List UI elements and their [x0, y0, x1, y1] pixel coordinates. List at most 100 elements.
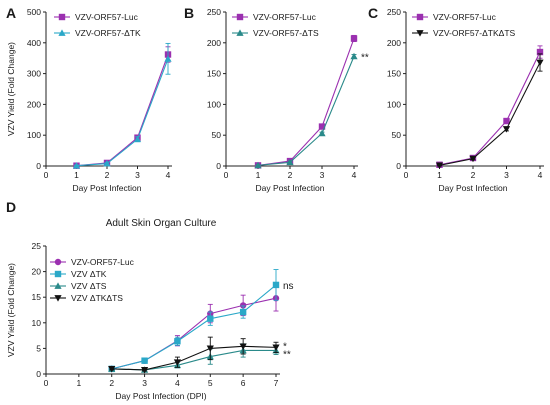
y-tick-label: 25 [32, 241, 42, 251]
legend-label: VZV-ORF57-Luc [253, 12, 317, 22]
y-tick-label: 400 [27, 38, 41, 48]
series-line [111, 349, 276, 371]
data-point [174, 338, 181, 345]
y-tick-label: 150 [387, 69, 401, 79]
x-tick-label: 0 [404, 170, 409, 180]
data-point [272, 344, 280, 351]
data-point [141, 357, 148, 364]
y-tick-label: 20 [32, 267, 42, 277]
y-tick-label: 200 [27, 99, 41, 109]
data-point [239, 343, 247, 350]
legend-marker [236, 29, 244, 36]
data-point [108, 366, 116, 373]
chart-panel-a: 0 1 2 3 4 0 100 200 300 400 500 Day Post Infection V… [6, 7, 172, 193]
x-tick-label: 1 [76, 378, 81, 388]
y-tick-label: 100 [207, 99, 221, 109]
data-point [239, 308, 247, 316]
y-tick-label: 250 [387, 7, 401, 17]
y-axis-label: VZV Yield (Fold Change) [6, 263, 16, 357]
significance-annotation: ns [283, 281, 294, 292]
chart-panel-d: 0 1 2 3 4 5 6 7 0 5 10 15 20 25 Day Post Infection (DP… [6, 218, 294, 401]
series-line [439, 62, 541, 166]
data-point [103, 159, 111, 167]
significance-annotation: ** [361, 52, 369, 63]
data-point [207, 315, 214, 322]
y-tick-label: 100 [27, 130, 41, 140]
x-tick-label: 3 [135, 170, 140, 180]
x-axis-label: Day Post Infection [73, 183, 142, 193]
series-1 [254, 52, 358, 169]
legend-marker [54, 270, 62, 278]
x-axis-label: Day Post Infection [256, 183, 325, 193]
legend-label: VZV-ORF57-Luc [71, 257, 135, 267]
legend-label: VZV-ORF57-Luc [75, 12, 139, 22]
y-axis-label: VZV Yield (Fold Change) [6, 42, 16, 136]
data-point [72, 162, 81, 169]
series-1 [435, 53, 544, 169]
x-tick-label: 4 [538, 170, 543, 180]
legend-label: VZV ΔTS [71, 281, 107, 291]
x-tick-label: 1 [256, 170, 261, 180]
y-tick-label: 250 [207, 7, 221, 17]
data-point [173, 359, 182, 366]
x-tick-label: 2 [288, 170, 293, 180]
series-line [111, 297, 277, 370]
y-tick-label: 200 [207, 38, 221, 48]
y-tick-label: 15 [32, 292, 42, 302]
x-tick-label: 0 [224, 170, 229, 180]
y-tick-label: 0 [36, 161, 41, 171]
data-point [435, 162, 444, 169]
legend-marker [58, 29, 66, 36]
series-line [111, 284, 277, 370]
x-tick-label: 2 [109, 378, 114, 388]
x-tick-label: 4 [166, 170, 171, 180]
series-line [439, 51, 541, 166]
legend-marker [54, 295, 62, 302]
data-point [164, 55, 172, 62]
x-tick-label: 0 [44, 170, 49, 180]
series-0 [73, 46, 172, 169]
legend-label: VZV-ORF57-ΔTKΔTS [433, 28, 516, 38]
legend-marker [54, 258, 62, 266]
x-tick-label: 3 [142, 378, 147, 388]
y-tick-label: 150 [207, 69, 221, 79]
data-point [469, 155, 477, 163]
data-point [350, 52, 358, 60]
x-tick-label: 2 [471, 170, 476, 180]
legend-marker [416, 13, 424, 21]
data-point [206, 345, 214, 352]
series-2 [108, 343, 280, 373]
series-line [76, 54, 169, 167]
panel-label-a: A [6, 5, 16, 21]
legend-marker [416, 30, 424, 37]
legend-marker [54, 282, 62, 289]
series-1 [72, 42, 172, 169]
y-tick-label: 100 [387, 99, 401, 109]
data-point [254, 161, 262, 169]
data-point [133, 135, 142, 143]
x-tick-label: 4 [352, 170, 357, 180]
series-0 [254, 34, 358, 169]
x-axis-label: Day Post Infection [439, 183, 508, 193]
data-point [536, 48, 544, 56]
x-tick-label: 6 [241, 378, 246, 388]
series-0 [436, 45, 544, 168]
panel-label-d: D [6, 199, 16, 215]
series-line [257, 38, 355, 166]
x-tick-label: 1 [74, 170, 79, 180]
y-tick-label: 300 [27, 69, 41, 79]
chart-panel-c: 0 1 2 3 4 0 50 100 150 200 250 Day Post Infection VZ… [387, 7, 544, 193]
x-tick-label: 0 [44, 378, 49, 388]
x-tick-label: 3 [320, 170, 325, 180]
x-tick-label: 2 [105, 170, 110, 180]
data-point [272, 281, 280, 289]
data-point [239, 302, 247, 309]
y-tick-label: 0 [396, 161, 401, 171]
data-point [286, 158, 294, 166]
series-line [111, 345, 277, 371]
legend-label: VZV ΔTKΔTS [71, 293, 123, 303]
series-line [257, 56, 355, 166]
legend-label: VZV-ORF57-ΔTK [75, 28, 141, 38]
x-tick-label: 4 [175, 378, 180, 388]
